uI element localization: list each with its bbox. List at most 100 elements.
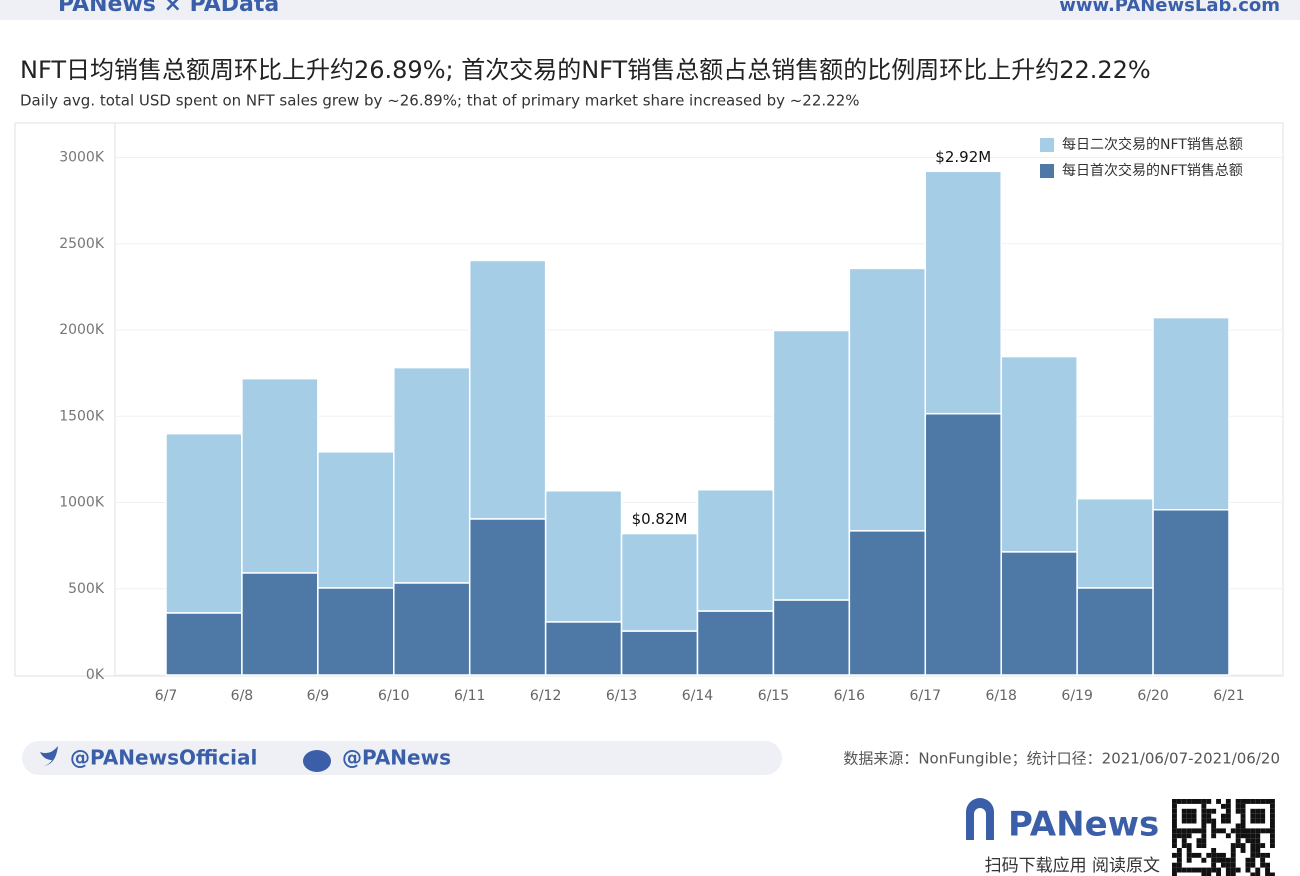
qr-cell xyxy=(1230,862,1236,868)
bar-segment xyxy=(1152,316,1230,511)
qr-cell xyxy=(1196,843,1202,848)
qr-cell xyxy=(1216,852,1221,858)
x-tick-label: 6/18 xyxy=(985,688,1016,704)
qr-cell xyxy=(1176,799,1182,804)
qr-cell xyxy=(1181,867,1187,873)
qr-cell xyxy=(1230,843,1236,848)
qr-cell xyxy=(1186,867,1192,873)
y-tick-label: 0K xyxy=(86,667,105,683)
qr-cell xyxy=(1186,808,1192,814)
bar-segment xyxy=(393,366,471,584)
x-tick-label: 6/19 xyxy=(1061,688,1092,704)
qr-cell xyxy=(1191,852,1197,858)
y-tick-label: 1500K xyxy=(59,408,105,424)
qr-cell xyxy=(1270,823,1275,829)
qr-cell xyxy=(1181,828,1187,834)
x-tick-label: 6/20 xyxy=(1137,688,1168,704)
qr-cell xyxy=(1191,813,1197,819)
qr-cell xyxy=(1181,808,1187,814)
qr-cell xyxy=(1176,828,1182,834)
bar-segment xyxy=(620,532,699,632)
bar-segment xyxy=(165,432,243,614)
qr-cell xyxy=(1255,852,1261,858)
qr-cell xyxy=(1240,848,1246,853)
y-tick-label: 3000K xyxy=(59,150,105,166)
bar-segment xyxy=(241,377,319,574)
qr-cell xyxy=(1230,828,1236,834)
qr-cell xyxy=(1255,843,1261,848)
qr-cell xyxy=(1245,838,1251,844)
bar-segment xyxy=(1076,587,1154,676)
qr-cell xyxy=(1240,813,1246,819)
qr-cell xyxy=(1265,862,1270,868)
qr-cell xyxy=(1270,818,1275,824)
qr-cell xyxy=(1181,813,1187,819)
legend-label: 每日二次交易的NFT销售总额 xyxy=(1062,136,1243,153)
qr-cell xyxy=(1191,799,1197,804)
qr-cell xyxy=(1235,838,1241,844)
x-tick-label: 6/7 xyxy=(155,688,178,704)
qr-cell xyxy=(1211,808,1217,814)
legend-swatch xyxy=(1040,138,1054,152)
qr-cell xyxy=(1186,852,1192,858)
x-tick-label: 6/21 xyxy=(1213,688,1244,704)
qr-cell xyxy=(1250,838,1256,844)
bar-segment xyxy=(696,488,775,612)
qr-cell xyxy=(1186,818,1192,824)
qr-cell xyxy=(1250,862,1256,868)
chart-subtitle: Daily avg. total USD spent on NFT sales … xyxy=(20,92,860,110)
qr-cell xyxy=(1245,828,1251,834)
brand-logo xyxy=(966,798,994,840)
qr-cell xyxy=(1270,799,1275,804)
qr-cell xyxy=(1206,808,1212,814)
bar-segment xyxy=(848,267,927,532)
qr-cell xyxy=(1221,857,1226,863)
qr-cell xyxy=(1245,799,1251,804)
qr-cell xyxy=(1201,872,1207,876)
qr-cell xyxy=(1181,818,1187,824)
qr-cell xyxy=(1172,813,1177,819)
qr-cell xyxy=(1235,823,1241,829)
plot-frame xyxy=(14,122,1284,677)
qr-cell xyxy=(1172,833,1177,839)
qr-cell xyxy=(1235,808,1241,814)
qr-cell xyxy=(1201,823,1207,829)
qr-cell xyxy=(1250,857,1256,863)
bar-segment xyxy=(1152,508,1230,676)
qr-cell xyxy=(1225,818,1231,824)
qr-cell xyxy=(1186,848,1192,853)
qr-cell xyxy=(1201,818,1207,824)
x-tick-label: 6/16 xyxy=(834,688,866,704)
qr-cell xyxy=(1235,833,1241,839)
qr-cell xyxy=(1250,843,1256,848)
qr-cell xyxy=(1172,852,1177,858)
bar-segment xyxy=(317,451,395,589)
qr-cell xyxy=(1211,848,1217,853)
qr-cell xyxy=(1196,828,1202,834)
qr-cell xyxy=(1201,799,1207,804)
qr-cell xyxy=(1221,813,1226,819)
qr-cell xyxy=(1260,843,1266,848)
qr-cell xyxy=(1240,828,1246,834)
qr-cell xyxy=(1265,799,1270,804)
qr-cell xyxy=(1206,799,1212,804)
qr-cell xyxy=(1186,833,1192,839)
bar-segment xyxy=(393,582,471,676)
bar-segment xyxy=(544,621,623,676)
qr-cell xyxy=(1181,833,1187,839)
y-tick-label: 500K xyxy=(68,581,105,597)
qr-cell xyxy=(1250,852,1256,858)
qr-cell xyxy=(1260,813,1266,819)
bar-segment xyxy=(165,612,243,676)
qr-cell xyxy=(1265,828,1270,834)
qr-cell xyxy=(1235,867,1241,873)
header-band xyxy=(0,0,1300,20)
qr-cell xyxy=(1235,803,1241,809)
qr-cell xyxy=(1172,799,1177,804)
qr-cell xyxy=(1201,838,1207,844)
qr-cell xyxy=(1225,813,1231,819)
footer-cta: 扫码下载应用 阅读原文 xyxy=(985,856,1160,876)
qr-cell xyxy=(1216,867,1221,873)
qr-cell xyxy=(1186,799,1192,804)
